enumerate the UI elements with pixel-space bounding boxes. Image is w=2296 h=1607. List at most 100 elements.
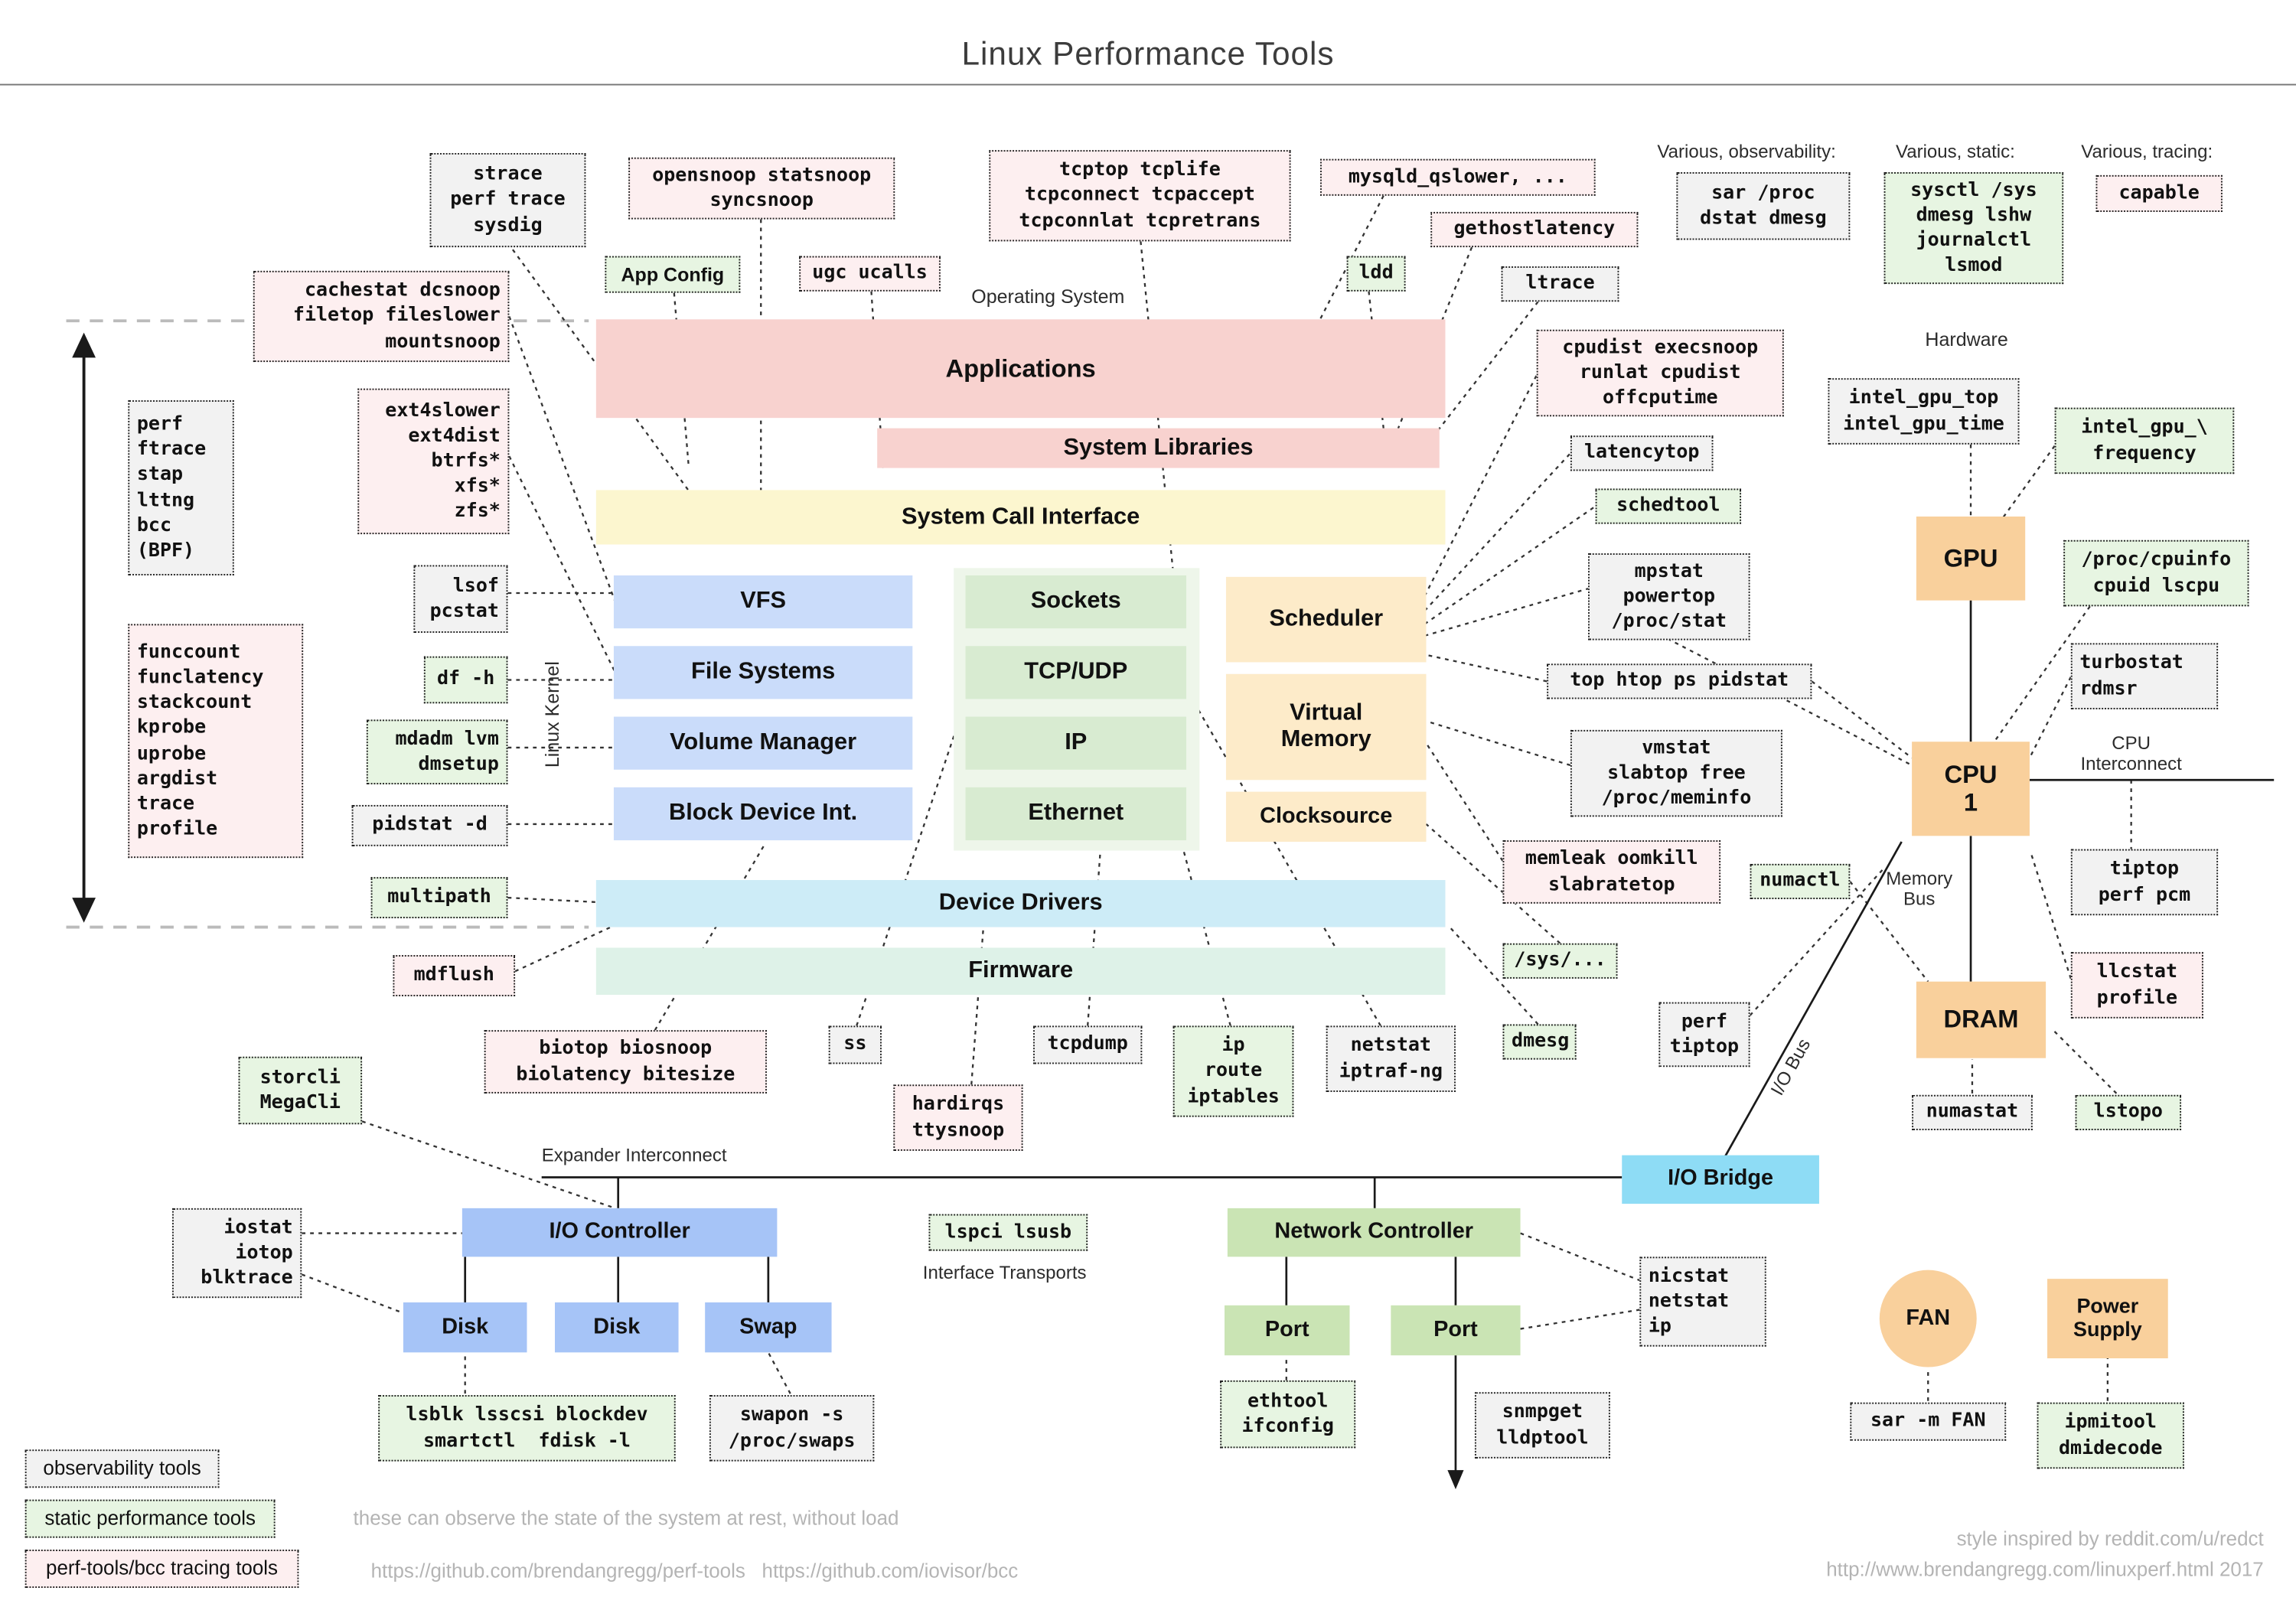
- iostat-text: iostat: [223, 1216, 293, 1239]
- strace: strace perf trace sysdig: [429, 153, 586, 248]
- cpu-1-label: CPU: [1944, 761, 1998, 789]
- vfs-label: VFS: [740, 588, 787, 614]
- turbostat-text: rdmsr: [2079, 677, 2138, 700]
- funccount: funccount funclatency stackcount kprobe upro…: [128, 624, 304, 859]
- io-bridge-label: I/O Bridge: [1668, 1165, 1774, 1191]
- virtual-memory-label: Virtual: [1290, 700, 1363, 726]
- hardirqs: hardirqs ttysnoop: [893, 1084, 1023, 1151]
- numastat-text: numastat: [1926, 1101, 2019, 1124]
- iostat: iostat iotop blktrace: [172, 1208, 302, 1299]
- dram-label: DRAM: [1943, 1006, 2019, 1034]
- numactl-text: numactl: [1760, 870, 1841, 893]
- fan: FAN: [1879, 1270, 1977, 1367]
- vfs: VFS: [613, 575, 913, 629]
- note-rest-text: these can observe the state of the syste…: [353, 1507, 899, 1530]
- lstopo-text: lstopo: [2093, 1101, 2163, 1124]
- ethtool-text: ethtool: [1247, 1390, 1329, 1413]
- legend-static-text: static performance tools: [44, 1507, 256, 1530]
- sockets-label: Sockets: [1030, 588, 1121, 614]
- scheduler: Scheduler: [1225, 576, 1427, 663]
- system-call-interface: System Call Interface: [595, 490, 1446, 545]
- hardirqs-text: hardirqs: [912, 1094, 1005, 1116]
- funccount-text: trace: [136, 793, 195, 816]
- cpudist-text: runlat cpudist: [1579, 361, 1741, 384]
- intel-gpu-top: intel_gpu_top intel_gpu_time: [1828, 378, 2020, 445]
- netstat-iptraf: netstat iptraf-ng: [1326, 1025, 1456, 1092]
- ext4slower-text: ext4dist: [408, 425, 501, 448]
- mpstat: mpstat powertop/proc/stat: [1588, 553, 1750, 641]
- power-supply: Power Supply: [2047, 1279, 2168, 1359]
- mysqld-qslower: mysqld_qslower, ...: [1320, 158, 1596, 196]
- device-drivers-label: Device Drivers: [938, 890, 1103, 916]
- snmpget-text: lldptool: [1496, 1426, 1589, 1449]
- turbostat: turbostat rdmsr: [2070, 643, 2219, 709]
- ltrace-text: ltrace: [1525, 272, 1595, 295]
- cpu-1-label: 1: [1963, 788, 1978, 817]
- tcptop: tcptop tcplife tcpconnect tcpaccept tcpcon…: [989, 150, 1291, 242]
- various-tracing: Various, tracing:: [2081, 141, 2213, 162]
- port-1: Port: [1225, 1305, 1350, 1356]
- cachestat-text: cachestat dcsnoop: [304, 279, 501, 302]
- lsblk: lsblk lsscsi blockdev smartctl fdisk -l: [378, 1395, 676, 1462]
- ethernet-label: Ethernet: [1028, 800, 1124, 826]
- proc-cpuinfo-text: cpuid lscpu: [2092, 574, 2220, 597]
- ext4slower-text: ext4slower: [385, 399, 501, 422]
- sysctl-text: journalctl: [1916, 230, 2032, 252]
- biotop: biotop biosnoop biolatency bitesize: [484, 1030, 767, 1094]
- iostat-text: iotop: [235, 1241, 293, 1264]
- vmstat-text: vmstat: [1642, 737, 1711, 759]
- iostat-text: blktrace: [201, 1266, 293, 1289]
- turbostat-text: turbostat: [2079, 652, 2183, 675]
- tcp-udp: TCP/UDP: [965, 646, 1187, 699]
- gpu-label: GPU: [1943, 544, 1998, 573]
- memleak-text: memleak oomkill: [1525, 848, 1698, 871]
- sysctl: sysctl /sys dmesg lshw journalctl lsmod: [1883, 172, 2064, 285]
- gethostlatency-text: gethostlatency: [1453, 218, 1616, 241]
- ext4slower: ext4slower ext4dist btrfs* xfs* zfs*: [357, 388, 510, 535]
- intel-gpu-frequency-text: intel_gpu_\: [2081, 416, 2208, 439]
- sys-dots: /sys/...: [1502, 943, 1618, 979]
- sys-dots-text: /sys/...: [1514, 950, 1606, 973]
- style-credit-text: style inspired by reddit.com/u/redct: [1956, 1527, 2264, 1550]
- ip-route-text: route: [1204, 1060, 1263, 1083]
- linux-kernel: Linux Kernel: [541, 661, 563, 768]
- biotop-text: biotop biosnoop: [539, 1038, 713, 1061]
- io-controller-label: I/O Controller: [549, 1218, 690, 1244]
- page-title: Linux Performance Tools: [961, 35, 1335, 73]
- netstat-iptraf-text: iptraf-ng: [1339, 1060, 1443, 1083]
- sar-proc-text: sar /proc: [1711, 182, 1815, 205]
- ldd-text: ldd: [1358, 262, 1394, 285]
- firmware-label: Firmware: [968, 958, 1074, 983]
- disk-1-label: Disk: [442, 1313, 489, 1339]
- repo-urls-text: https://github.com/brendangregg/perf-too…: [370, 1560, 1019, 1583]
- ethtool-text: ifconfig: [1241, 1416, 1334, 1438]
- power-supply-label: Power: [2076, 1294, 2139, 1318]
- ipmitool-text: dmidecode: [2058, 1436, 2163, 1459]
- lspci-lsusb-text: lspci lsusb: [944, 1221, 1072, 1244]
- tcpdump: tcpdump: [1033, 1025, 1143, 1064]
- schedtool-text: schedtool: [1616, 494, 1720, 517]
- ipmitool: ipmitool dmidecode: [2037, 1402, 2184, 1469]
- funccount-text: kprobe: [136, 717, 207, 740]
- opensnoop: opensnoop statsnoop syncsnoop: [628, 157, 895, 220]
- virtual-memory-label: Memory: [1280, 727, 1371, 752]
- ip-route-text: ip: [1221, 1035, 1245, 1058]
- top-htop-text: top htop ps pidstat: [1570, 670, 1789, 693]
- lsof-text: lsof: [452, 575, 499, 598]
- pidstat-d: pidstat -d: [351, 804, 508, 846]
- vmstat-text: slabtop free: [1607, 762, 1746, 784]
- dram: DRAM: [1916, 981, 2047, 1058]
- io-controller: I/O Controller: [461, 1208, 778, 1257]
- snmpget: snmpget lldptool: [1474, 1392, 1610, 1459]
- applications-label: Applications: [945, 354, 1096, 383]
- top-htop: top htop ps pidstat: [1547, 663, 1812, 699]
- gethostlatency: gethostlatency: [1430, 211, 1639, 248]
- perf-ftrace-text: stap: [136, 464, 184, 487]
- numastat: numastat: [1912, 1094, 2033, 1130]
- sar-proc-text: dstat dmesg: [1700, 207, 1827, 230]
- sar-proc: sar /proc dstat dmesg: [1676, 172, 1851, 240]
- perf-tiptop-text: tiptop: [1669, 1035, 1740, 1058]
- firmware: Firmware: [595, 947, 1446, 996]
- ldd: ldd: [1346, 256, 1406, 292]
